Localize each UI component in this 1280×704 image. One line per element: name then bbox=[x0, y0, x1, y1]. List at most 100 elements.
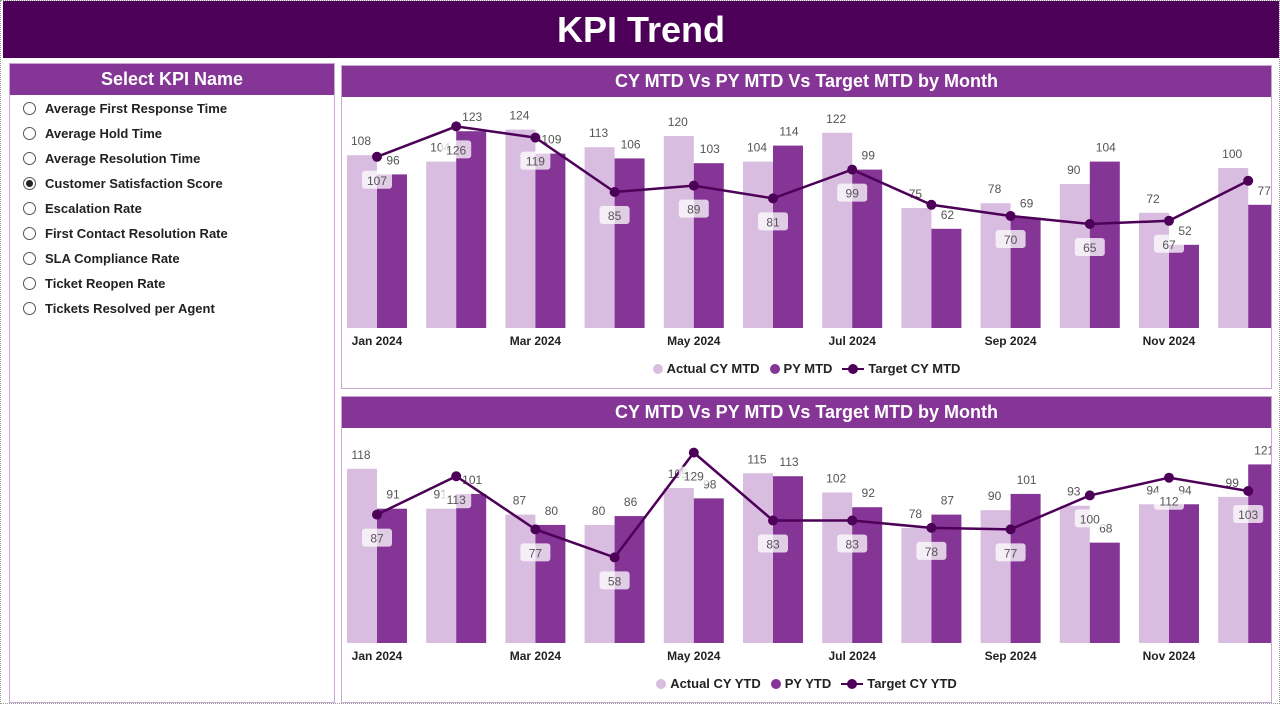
legend-item[interactable]: PY MTD bbox=[769, 361, 832, 376]
data-label-actual: 78 bbox=[909, 507, 923, 521]
data-label-py: 96 bbox=[386, 153, 400, 167]
data-label-py: 103 bbox=[700, 142, 720, 156]
target-point[interactable] bbox=[1005, 524, 1016, 535]
radio-button[interactable] bbox=[23, 227, 36, 240]
legend-label: Actual CY YTD bbox=[670, 676, 761, 691]
radio-button[interactable] bbox=[23, 202, 36, 215]
kpi-option[interactable]: SLA Compliance Rate bbox=[10, 246, 334, 271]
bar-actual[interactable] bbox=[1059, 505, 1090, 643]
bar-actual[interactable] bbox=[980, 203, 1011, 328]
bar-actual[interactable] bbox=[426, 161, 457, 328]
target-label-bg bbox=[995, 230, 1026, 248]
target-point[interactable] bbox=[372, 151, 382, 162]
target-point[interactable] bbox=[1164, 472, 1174, 483]
kpi-option[interactable]: Customer Satisfaction Score bbox=[10, 171, 334, 196]
bar-py[interactable] bbox=[693, 498, 724, 643]
radio-button[interactable] bbox=[23, 102, 36, 115]
kpi-option[interactable]: Tickets Resolved per Agent bbox=[10, 296, 334, 321]
kpi-option[interactable]: Average Resolution Time bbox=[10, 146, 334, 171]
radio-button[interactable] bbox=[23, 302, 36, 315]
bar-py[interactable] bbox=[614, 158, 645, 328]
kpi-option[interactable]: Escalation Rate bbox=[10, 196, 334, 221]
bar-py[interactable] bbox=[535, 524, 566, 643]
target-point[interactable] bbox=[530, 132, 541, 143]
bar-actual[interactable] bbox=[663, 136, 694, 328]
target-point[interactable] bbox=[451, 471, 462, 482]
target-point[interactable] bbox=[847, 164, 858, 175]
radio-button[interactable] bbox=[23, 252, 36, 265]
bar-py[interactable] bbox=[931, 228, 962, 328]
target-label-bg bbox=[362, 528, 392, 547]
target-point[interactable] bbox=[1005, 211, 1016, 221]
bar-actual[interactable] bbox=[1218, 168, 1249, 328]
bar-py[interactable] bbox=[1169, 244, 1199, 328]
legend-item[interactable]: Target CY MTD bbox=[842, 361, 960, 376]
target-label-bg bbox=[1233, 504, 1264, 523]
legend-marker-icon bbox=[769, 363, 780, 374]
bar-py[interactable] bbox=[852, 507, 883, 643]
kpi-option[interactable]: Average First Response Time bbox=[10, 96, 334, 121]
bar-actual[interactable] bbox=[822, 492, 853, 643]
target-label-bg bbox=[599, 571, 630, 590]
bar-actual[interactable] bbox=[980, 510, 1011, 643]
data-label-py: 114 bbox=[779, 125, 798, 139]
bar-actual[interactable] bbox=[743, 473, 773, 643]
legend-item[interactable]: Actual CY YTD bbox=[656, 676, 761, 691]
target-point[interactable] bbox=[1243, 175, 1254, 186]
radio-button[interactable] bbox=[23, 277, 36, 290]
bar-py[interactable] bbox=[456, 493, 487, 643]
bar-py[interactable] bbox=[931, 514, 962, 643]
target-point[interactable] bbox=[1084, 490, 1095, 501]
bar-actual[interactable] bbox=[663, 488, 694, 643]
target-point[interactable] bbox=[926, 522, 937, 533]
target-point[interactable] bbox=[926, 199, 937, 210]
bar-actual[interactable] bbox=[743, 161, 773, 328]
bar-actual[interactable] bbox=[584, 147, 615, 328]
kpi-option[interactable]: Ticket Reopen Rate bbox=[10, 271, 334, 296]
target-point[interactable] bbox=[847, 515, 858, 526]
bar-py[interactable] bbox=[377, 174, 407, 328]
target-point[interactable] bbox=[530, 524, 541, 535]
data-label-py: 109 bbox=[541, 133, 561, 147]
data-label-actual: 120 bbox=[668, 115, 688, 129]
kpi-option-label: Average Hold Time bbox=[45, 126, 163, 141]
kpi-option[interactable]: Average Hold Time bbox=[10, 121, 334, 146]
bar-py[interactable] bbox=[1010, 493, 1041, 643]
radio-button[interactable] bbox=[23, 127, 36, 140]
data-label-target: 100 bbox=[1080, 512, 1100, 526]
bar-py[interactable] bbox=[773, 145, 803, 328]
bar-actual[interactable] bbox=[901, 208, 932, 328]
target-label-bg bbox=[916, 541, 947, 560]
data-label-py: 123 bbox=[462, 110, 482, 124]
bar-actual[interactable] bbox=[1139, 504, 1169, 643]
bar-py[interactable] bbox=[773, 476, 803, 643]
radio-button[interactable] bbox=[23, 177, 36, 190]
target-point[interactable] bbox=[1243, 485, 1254, 496]
bar-actual[interactable] bbox=[505, 514, 536, 643]
legend-item[interactable]: PY YTD bbox=[770, 676, 831, 691]
kpi-option[interactable]: First Contact Resolution Rate bbox=[10, 221, 334, 246]
target-point[interactable] bbox=[451, 121, 462, 132]
target-point[interactable] bbox=[768, 515, 778, 526]
target-point[interactable] bbox=[768, 193, 778, 204]
bar-actual[interactable] bbox=[347, 468, 377, 643]
bar-py[interactable] bbox=[535, 153, 566, 328]
legend-item[interactable]: Target CY YTD bbox=[841, 676, 957, 691]
target-point[interactable] bbox=[372, 509, 382, 520]
target-point[interactable] bbox=[1164, 215, 1174, 226]
bar-py[interactable] bbox=[1089, 542, 1120, 643]
bar-actual[interactable] bbox=[822, 132, 853, 328]
bar-actual[interactable] bbox=[1139, 212, 1169, 328]
target-point[interactable] bbox=[609, 187, 620, 197]
legend-item[interactable]: Actual CY MTD bbox=[652, 361, 760, 376]
legend-marker-icon bbox=[770, 678, 781, 689]
bar-py[interactable] bbox=[456, 131, 487, 328]
bar-py[interactable] bbox=[1248, 204, 1279, 328]
target-point[interactable] bbox=[688, 447, 699, 458]
bar-py[interactable] bbox=[1169, 504, 1199, 643]
bar-actual[interactable] bbox=[426, 508, 457, 643]
target-point[interactable] bbox=[1084, 219, 1095, 229]
radio-button[interactable] bbox=[23, 152, 36, 165]
target-point[interactable] bbox=[609, 552, 620, 563]
target-point[interactable] bbox=[688, 180, 699, 191]
